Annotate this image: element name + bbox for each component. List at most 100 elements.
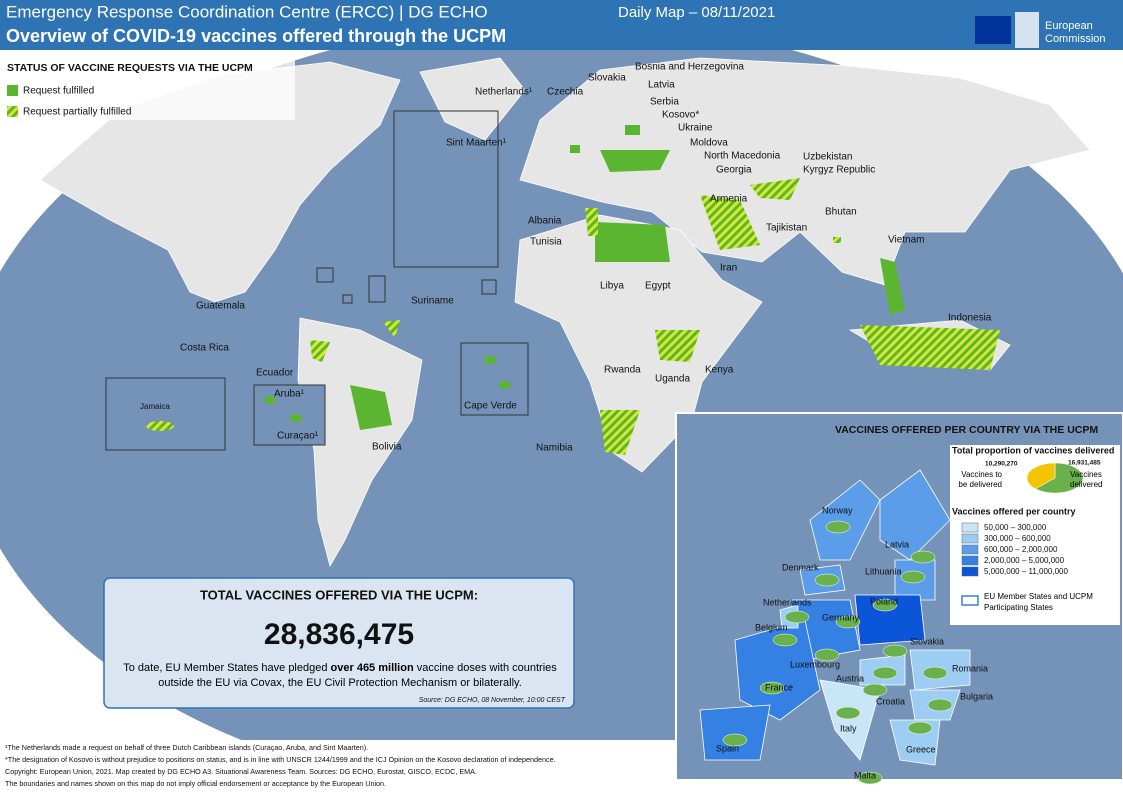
europe-pie-decor [784,610,810,624]
country-label: Ukraine [678,123,713,134]
country-label: Tajikistan [766,223,807,234]
country-label: Costa Rica [180,343,229,354]
scale-swatch [961,533,979,544]
scale-swatch [961,522,979,533]
pie-value: 16,931,485 [1068,460,1101,467]
country-label: Bolivia [372,442,402,453]
inset-label: Aruba¹ [274,389,305,400]
europe-country-label: France [765,682,793,692]
logo-text: European Commission [1045,20,1106,45]
europe-country-label: Netherlands [763,597,812,607]
europe-country-label: Greece [906,744,936,754]
europe-pie-decor [882,644,908,658]
footnote: The boundaries and names shown on this m… [5,779,386,788]
europe-country [699,704,771,761]
scale-swatch [961,566,979,577]
country-label: Albania [528,216,562,227]
europe-country [819,679,881,761]
pie-label: Vaccines to be delivered [958,470,1002,489]
total-text-part: To date, EU Member States have pledged [123,662,331,674]
pie-slice [1035,462,1084,494]
country-label: North Macedonia [704,151,781,162]
europe-pie-decor [857,771,883,785]
total-box [103,577,575,709]
pie-slice [1026,462,1056,490]
europe-country-label: Italy [840,723,857,733]
country-label: Moldova [690,138,728,149]
country-label: Latvia [648,80,675,91]
country-label: Bosnia and Herzegovina [635,62,744,73]
europe-country [854,594,926,646]
logo-flag [975,16,1011,44]
pie-value: 10,290,270 [985,461,1018,468]
header-bar [0,0,1123,50]
europe-map [699,469,971,785]
europe-pie-decor [722,733,748,747]
footnote: *The designation of Kosovo is without pr… [5,755,556,764]
legend-swatch [7,106,18,117]
inset-label: Jamaica [140,402,170,411]
europe-pie-decor [825,520,851,534]
europe-pie-decor [910,550,936,564]
legend-title: STATUS OF VACCINE REQUESTS VIA THE UCPM [7,62,253,74]
europe-country-label: Belgium [755,622,788,632]
country-label: Guatemala [196,301,245,312]
europe-country-label: Luxembourg [790,659,840,669]
country-label: Kosovo* [662,110,699,121]
country-label: Armenia [710,194,748,205]
europe-pie-decor [872,598,898,612]
country-label: Czechia [547,87,584,98]
country-label: Ecuador [256,368,294,379]
legend-label: Request partially fulfilled [23,107,131,118]
header-title: Emergency Response Coordination Centre (… [6,2,488,21]
europe-title: VACCINES OFFERED PER COUNTRY VIA THE UCP… [835,424,1098,436]
europe-pie-decor [927,698,953,712]
country-label: Bhutan [825,207,857,218]
country-label: Rwanda [604,365,641,376]
country-label: Tunisia [530,237,562,248]
country-label: Uganda [655,374,690,385]
europe-pie-decor [872,666,898,680]
europe-country [879,469,951,561]
footnote: Copyright: European Union, 2021. Map cre… [5,767,477,776]
europe-pie-decor [835,615,861,629]
country-label: Indonesia [948,313,992,324]
europe-pie-decor [922,666,948,680]
pie-title: Total proportion of vaccines delivered [952,445,1114,455]
europe-country-label: Poland [870,596,898,606]
country-label: Georgia [716,165,752,176]
europe-country-label: Germany [822,612,860,622]
europe-country-label: Norway [822,505,853,515]
total-text: To date, EU Member States have pledged o… [115,661,565,691]
member-label: EU Member States and UCPM Participating … [984,592,1093,612]
pie-label: Vaccines delivered [1070,470,1103,489]
legend-label: Request fulfilled [23,86,94,97]
europe-country-label: Malta [854,770,876,780]
scale-label: 300,000 – 600,000 [984,534,1051,543]
logo-mark [1015,12,1039,48]
europe-pie-decor [907,721,933,735]
europe-country-label: Lithuania [865,566,902,576]
europe-pie-decor [835,706,861,720]
europe-pie-decor [814,573,840,587]
header-date: Daily Map – 08/11/2021 [618,4,775,21]
country-label: Libya [600,281,624,292]
inset-label: Sint Maarten¹ [446,138,507,149]
europe-country-label: Croatia [876,696,905,706]
country-label: Uzbekistan [803,152,852,163]
member-swatch [961,595,979,606]
legend-swatch [7,85,18,96]
europe-country-label: Bulgaria [960,691,993,701]
europe-country [809,479,881,561]
europe-pie-decor [900,570,926,584]
total-text-part: over 465 million [330,662,414,674]
scale-label: 600,000 – 2,000,000 [984,545,1058,554]
europe-pie-decor [772,633,798,647]
europe-country-label: Denmark [782,562,819,572]
footnote: ¹The Netherlands made a request on behal… [5,743,368,752]
scale-title: Vaccines offered per country [952,506,1076,516]
europe-country-label: Spain [716,743,739,753]
scale-label: 2,000,000 – 5,000,000 [984,556,1065,565]
